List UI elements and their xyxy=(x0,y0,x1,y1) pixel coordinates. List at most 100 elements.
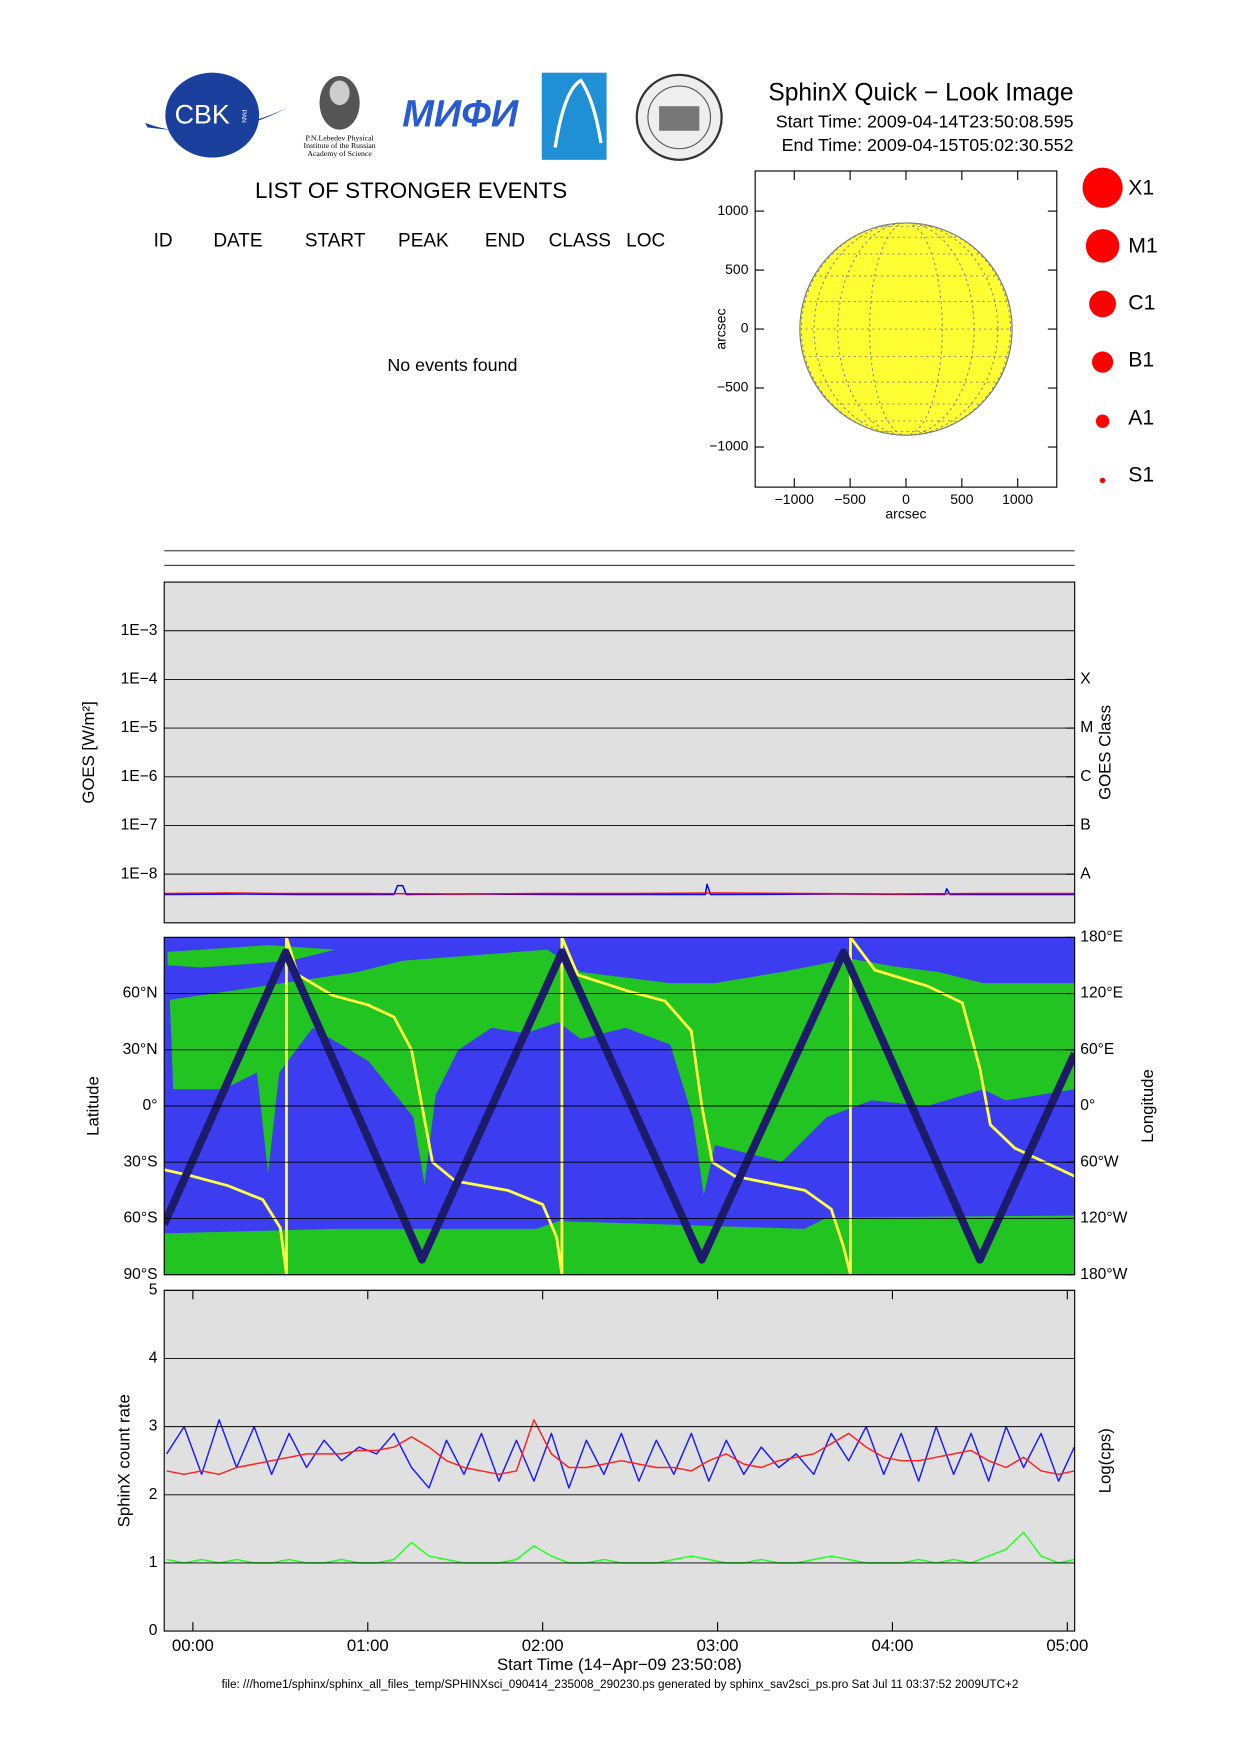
y-tick-label: 30°S xyxy=(123,1153,157,1170)
data-line xyxy=(164,892,1075,895)
plot-area xyxy=(799,222,1013,436)
blue-logo-arc xyxy=(553,78,603,148)
y-tick-label: 1E−5 xyxy=(121,719,158,736)
y-tick-label: 5 xyxy=(149,1281,158,1298)
x-axis-label: arcsec xyxy=(885,506,926,522)
y-tick-label: 1E−8 xyxy=(121,865,158,882)
events-column: END xyxy=(485,230,525,251)
y2-tick-label: 120°W xyxy=(1080,1210,1127,1227)
lebedev-text: Academy of Science xyxy=(307,149,372,158)
flare-class: X1 xyxy=(1128,176,1154,199)
plot-area xyxy=(164,883,1075,896)
y-tick-label: 30°N xyxy=(123,1041,158,1058)
map-land xyxy=(167,945,336,968)
y-tick-label: 1E−7 xyxy=(121,817,158,834)
events-empty: No events found xyxy=(387,355,517,375)
disk-meridian xyxy=(837,222,975,436)
y2-tick-label: 0° xyxy=(1080,1097,1095,1114)
lebedev-text: P.N.Lebedev Physical xyxy=(305,133,374,142)
page-title: SphinX Quick − Look Image xyxy=(768,79,1073,106)
y-axis-label: Latitude xyxy=(83,1076,102,1136)
plot-frame xyxy=(163,1289,1076,1632)
x-tick-label: 05:00 xyxy=(1046,1636,1088,1655)
y-tick-label: −1000 xyxy=(709,438,748,454)
x-tick-label: 03:00 xyxy=(697,1636,739,1655)
end-time: End Time: 2009-04-15T05:02:30.552 xyxy=(782,135,1074,155)
y-axis-label: SphinX count rate xyxy=(115,1394,134,1527)
y-tick-label: 2 xyxy=(149,1486,158,1503)
events-title: LIST OF STRONGER EVENTS xyxy=(255,178,567,203)
disk-meridian xyxy=(801,222,1011,436)
y2-tick-label: 180°E xyxy=(1080,928,1123,945)
flare-class: M1 xyxy=(1128,235,1157,258)
y-tick-label: 60°N xyxy=(123,985,158,1002)
plot-frame xyxy=(754,170,1058,488)
cbk-swoosh xyxy=(145,107,289,133)
y-tick-label: 4 xyxy=(149,1350,158,1367)
events-column: START xyxy=(305,230,366,251)
pan-text: PAN xyxy=(240,110,247,123)
plot-frame xyxy=(163,581,1076,924)
flare-symbol xyxy=(1099,477,1106,484)
y2-tick-label: 120°E xyxy=(1080,985,1123,1002)
events-column: PEAK xyxy=(398,230,449,251)
y2-axis-label: Longitude xyxy=(1138,1069,1157,1143)
events-column: ID xyxy=(154,230,173,251)
flare-symbol xyxy=(1095,414,1110,428)
flare-class: A1 xyxy=(1128,407,1154,430)
cbk-text: CBK xyxy=(175,99,230,129)
y-tick-label: 1E−4 xyxy=(121,671,158,688)
flare-symbol xyxy=(1091,351,1114,373)
y-tick-label: −500 xyxy=(717,379,749,395)
disk-meridian xyxy=(869,222,943,436)
data-line xyxy=(166,1419,1075,1489)
footer: file: ///home1/sphinx/sphinx_all_files_t… xyxy=(222,1678,1019,1691)
y2-tick-label: C xyxy=(1080,768,1091,785)
panel-background xyxy=(164,582,1075,923)
start-time: Start Time: 2009-04-14T23:50:08.595 xyxy=(776,112,1074,132)
x-axis-label: Start Time (14−Apr−09 23:50:08) xyxy=(497,1655,742,1674)
flare-class: B1 xyxy=(1128,349,1154,372)
x-tick-label: 04:00 xyxy=(871,1636,913,1655)
data-line xyxy=(164,883,1075,896)
x-tick-label: 00:00 xyxy=(172,1636,214,1655)
map-land xyxy=(169,949,1075,1196)
y-tick-label: 500 xyxy=(725,261,749,277)
flare-symbol xyxy=(1082,167,1123,208)
plot-frame xyxy=(163,936,1076,1276)
cbk-logo xyxy=(165,72,260,158)
y2-tick-label: A xyxy=(1080,865,1091,882)
events-column: CLASS xyxy=(549,230,611,251)
lebedev-text: Institute of the Russian xyxy=(304,141,376,150)
data-line xyxy=(166,1419,1075,1476)
x-tick-label: −1000 xyxy=(775,491,814,507)
x-tick-label: 01:00 xyxy=(347,1636,389,1655)
y-tick-label: 1 xyxy=(149,1554,158,1571)
flare-symbol xyxy=(1085,229,1120,263)
x-tick-label: 1000 xyxy=(1002,491,1033,507)
x-tick-label: 500 xyxy=(950,491,974,507)
y2-tick-label: X xyxy=(1080,671,1091,688)
x-tick-label: 02:00 xyxy=(522,1636,564,1655)
y-tick-label: 0 xyxy=(149,1622,158,1639)
y2-axis-label: GOES Class xyxy=(1095,705,1114,800)
y-tick-label: 0° xyxy=(143,1097,158,1114)
flare-class: S1 xyxy=(1128,464,1154,487)
events-column: LOC xyxy=(626,230,665,251)
y-tick-label: 60°S xyxy=(123,1210,157,1227)
x-tick-label: −500 xyxy=(834,491,866,507)
y-axis-label: arcsec xyxy=(712,308,728,349)
x-tick-label: 0 xyxy=(902,491,910,507)
lebedev-face xyxy=(329,80,350,106)
y2-tick-label: B xyxy=(1080,817,1090,834)
flare-symbol xyxy=(1089,290,1116,318)
university-seal-ring xyxy=(647,85,712,150)
y2-axis-label: Log(cps) xyxy=(1095,1428,1114,1493)
y-axis-label: GOES [W/m²] xyxy=(79,701,98,803)
data-line xyxy=(164,937,1075,1275)
disk-meridian xyxy=(813,222,999,436)
y-tick-label: 1E−6 xyxy=(121,768,158,785)
y-tick-label: 3 xyxy=(149,1418,158,1435)
